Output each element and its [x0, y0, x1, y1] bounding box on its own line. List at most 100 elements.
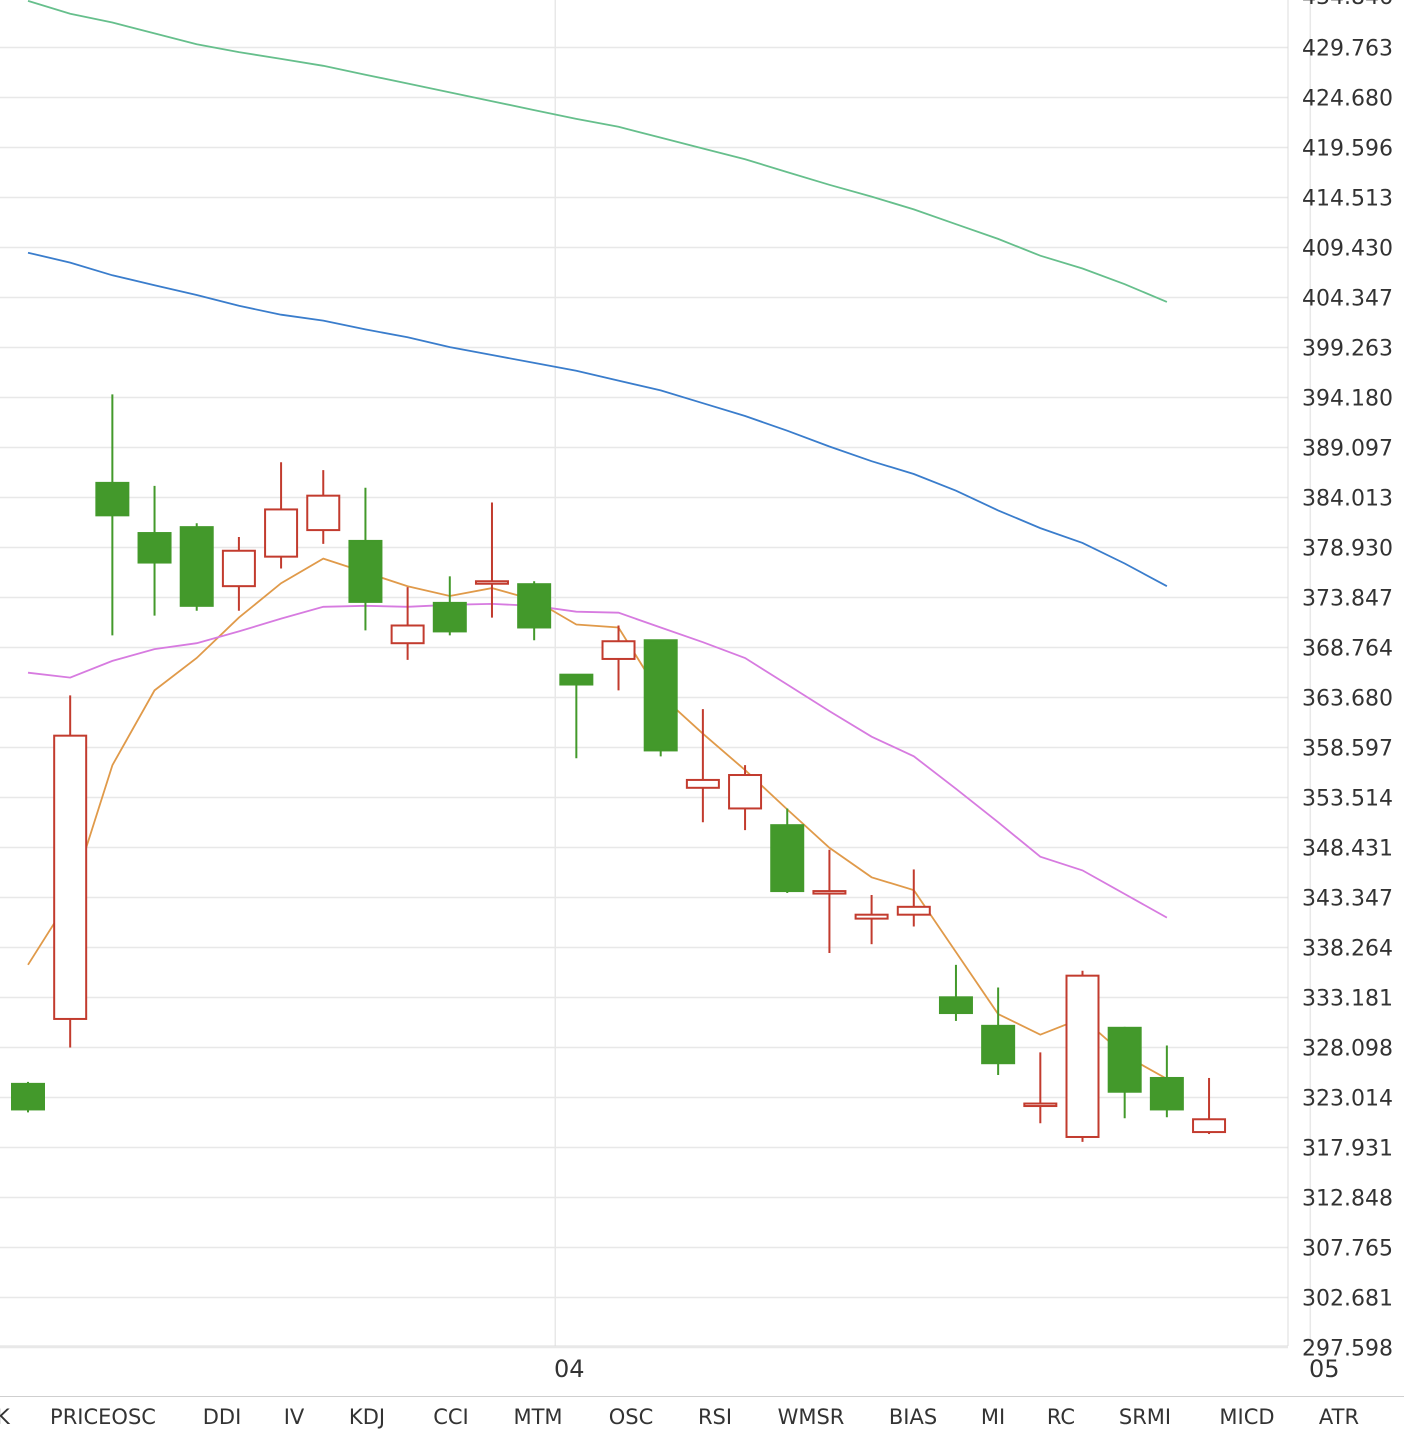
- candle: [11, 1081, 45, 1113]
- indicator-tab-kdj[interactable]: KDJ: [348, 1405, 386, 1429]
- candle-body-down: [559, 673, 594, 686]
- candle: [643, 639, 678, 757]
- candlestick-chart[interactable]: 434.846 429.763 424.680 419.596 414.513 409.…: [0, 0, 1404, 1396]
- candle-body-down: [432, 601, 467, 633]
- y-tick-label: 368.764: [1302, 636, 1393, 661]
- y-tick-label: 297.598: [1302, 1336, 1393, 1361]
- candle: [601, 625, 636, 691]
- y-tick-label: 338.264: [1302, 936, 1393, 961]
- indicator-tab-bias[interactable]: BIAS: [888, 1405, 938, 1429]
- candle-body-up: [264, 508, 299, 558]
- candle: [95, 394, 130, 636]
- y-tick-label: 404.347: [1302, 286, 1393, 311]
- candle: [474, 502, 509, 618]
- y-tick-label: 328.098: [1302, 1036, 1393, 1061]
- x-date-label: 04: [554, 1355, 585, 1383]
- moving-average-lines: [27, 0, 1168, 1080]
- candle: [685, 709, 720, 823]
- candle: [1023, 1052, 1058, 1124]
- candle: [1149, 1045, 1184, 1118]
- candle: [53, 695, 88, 1048]
- y-tick-label: 384.013: [1302, 487, 1393, 512]
- candle-body-up: [221, 549, 256, 588]
- indicator-tab-atr[interactable]: ATR: [1318, 1405, 1360, 1429]
- candle: [896, 869, 931, 927]
- y-tick-label: 307.765: [1302, 1236, 1393, 1261]
- y-tick-label: 373.847: [1302, 587, 1393, 612]
- candle: [432, 576, 467, 636]
- y-axis-ticks: 434.846 429.763 424.680 419.596 414.513 409.…: [1302, 0, 1393, 1361]
- candle-body-down: [179, 526, 214, 607]
- candle: [179, 523, 214, 611]
- candle: [390, 587, 425, 660]
- candle-body-up: [896, 905, 931, 916]
- candle-body-down: [517, 583, 552, 629]
- indicator-tab-mtm[interactable]: MTM: [513, 1405, 563, 1429]
- y-tick-label: 424.680: [1302, 87, 1393, 112]
- candle-body-down: [348, 539, 383, 603]
- y-tick-label: 394.180: [1302, 387, 1393, 412]
- candle-body-down: [1149, 1076, 1184, 1111]
- candle-body-up: [1192, 1118, 1227, 1134]
- y-tick-label: 409.430: [1302, 237, 1393, 262]
- candle-body-up: [474, 580, 509, 585]
- y-tick-label: 429.763: [1302, 37, 1393, 62]
- candle: [1192, 1077, 1227, 1135]
- y-tick-label: 353.514: [1302, 786, 1393, 811]
- y-tick-label: 399.263: [1302, 337, 1393, 362]
- ma-line-3: [27, 251, 1168, 587]
- indicator-tab-wmsr[interactable]: WMSR: [777, 1405, 845, 1429]
- candle-body-up: [685, 778, 720, 789]
- candle-body-down: [938, 996, 973, 1015]
- indicator-tab-priceosc[interactable]: PRICEOSC: [50, 1405, 156, 1429]
- indicator-tab-rc[interactable]: RC: [1046, 1405, 1076, 1429]
- candle-body-up: [1023, 1102, 1058, 1108]
- y-tick-label: 317.931: [1302, 1136, 1393, 1161]
- candle: [981, 987, 1016, 1076]
- indicator-tab-cci[interactable]: CCI: [433, 1405, 469, 1429]
- candle-body-up: [390, 624, 425, 645]
- indicator-tab-micd[interactable]: MICD: [1219, 1405, 1275, 1429]
- candle-body-up: [1065, 974, 1100, 1138]
- candles: [11, 394, 1227, 1142]
- candle: [1107, 1026, 1142, 1119]
- candle-body-up: [53, 734, 88, 1020]
- ma-line-4: [27, 0, 1168, 303]
- indicator-tab-partial-left[interactable]: K: [0, 1405, 10, 1429]
- candle-body-down: [770, 824, 805, 893]
- candle: [728, 765, 763, 831]
- y-tick-label: 363.680: [1302, 687, 1393, 712]
- y-tick-label: 333.181: [1302, 986, 1393, 1011]
- candle: [306, 470, 341, 544]
- candle-body-down: [1107, 1026, 1142, 1093]
- y-tick-label: 419.596: [1302, 137, 1393, 162]
- candle: [137, 485, 172, 616]
- candle: [348, 487, 383, 631]
- candle-body-up: [728, 774, 763, 810]
- candle: [1065, 970, 1100, 1142]
- y-tick-label: 343.347: [1302, 887, 1393, 912]
- indicator-tab-iv[interactable]: IV: [283, 1405, 305, 1429]
- indicator-tab-osc[interactable]: OSC: [608, 1405, 654, 1429]
- indicator-tab-srmi[interactable]: SRMI: [1118, 1405, 1172, 1429]
- candle: [517, 581, 552, 641]
- candle-body-down: [95, 481, 130, 517]
- y-tick-label: 323.014: [1302, 1087, 1393, 1112]
- candle: [770, 808, 805, 894]
- y-tick-label: 389.097: [1302, 436, 1393, 461]
- indicator-tab-ddi[interactable]: DDI: [202, 1405, 242, 1429]
- indicator-tab-bar: K PRICEOSC DDI IV KDJ CCI MTM OSC RSI WMSR BIAS MI…: [0, 1396, 1404, 1429]
- candle: [221, 536, 256, 611]
- y-tick-label: 348.431: [1302, 836, 1393, 861]
- candle: [559, 673, 594, 759]
- y-tick-label: 414.513: [1302, 187, 1393, 212]
- ma-line-1: [27, 557, 1168, 1080]
- candle: [854, 895, 889, 945]
- indicator-tab-mi[interactable]: MI: [980, 1405, 1006, 1429]
- candle: [938, 964, 973, 1021]
- indicator-tab-rsi[interactable]: RSI: [697, 1405, 733, 1429]
- ma-line-2: [27, 602, 1168, 919]
- candle-body-up: [854, 913, 889, 920]
- y-tick-label: 378.930: [1302, 537, 1393, 562]
- x-axis-ticks: 04 05: [554, 1355, 1340, 1383]
